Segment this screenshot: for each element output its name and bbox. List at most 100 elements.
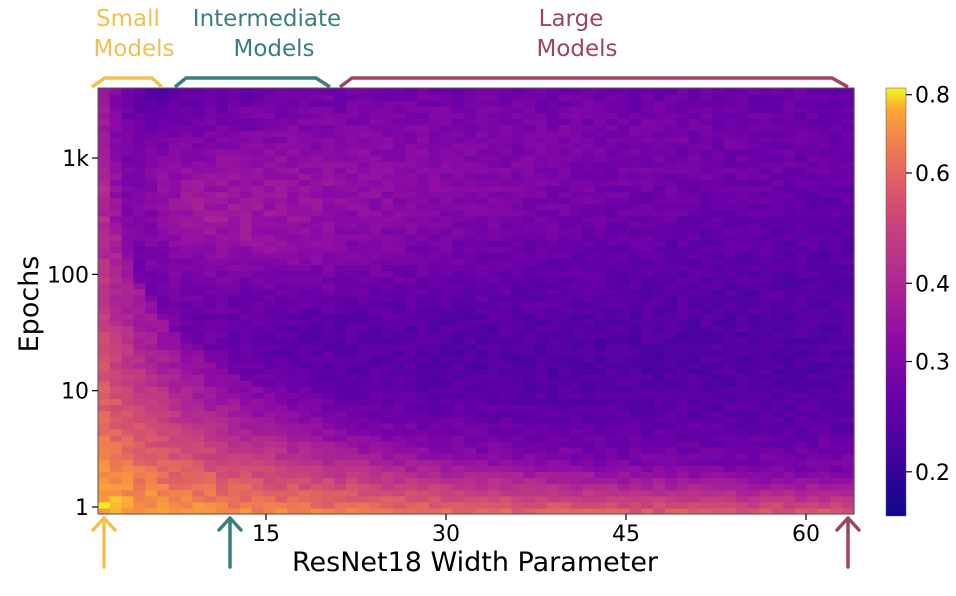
heatmap-cell xyxy=(724,246,737,253)
heatmap-cell xyxy=(109,94,123,101)
heatmap-cell xyxy=(440,477,453,485)
heatmap-cell xyxy=(487,307,501,314)
heatmap-cell xyxy=(558,501,572,509)
heatmap-cell xyxy=(653,495,666,503)
heatmap-cell xyxy=(641,240,654,247)
heatmap-cell xyxy=(239,136,253,144)
heatmap-cell xyxy=(688,106,702,113)
heatmap-cell xyxy=(783,434,796,442)
heatmap-cell xyxy=(476,215,489,223)
heatmap-cell xyxy=(334,422,347,430)
heatmap-cell xyxy=(393,258,406,266)
heatmap-cell xyxy=(605,112,619,120)
heatmap-cell xyxy=(145,154,158,162)
heatmap-cell xyxy=(263,173,276,180)
heatmap-cell xyxy=(582,215,595,223)
heatmap-cell xyxy=(381,167,394,174)
heatmap-cell xyxy=(121,319,135,326)
heatmap-cell xyxy=(783,88,796,95)
heatmap-cell xyxy=(109,227,123,235)
heatmap-cell xyxy=(109,422,123,430)
heatmap-cell xyxy=(570,203,583,211)
heatmap-cell xyxy=(830,440,843,448)
heatmap-cell xyxy=(747,428,761,436)
heatmap-cell xyxy=(771,331,784,339)
heatmap-cell xyxy=(783,355,796,363)
heatmap-cell xyxy=(393,130,406,138)
heatmap-cell xyxy=(499,392,513,399)
heatmap-cell xyxy=(629,179,642,186)
heatmap-cell xyxy=(216,507,229,515)
heatmap-cell xyxy=(334,459,347,466)
heatmap-cell xyxy=(794,288,808,296)
heatmap-cell xyxy=(700,264,713,272)
heatmap-cell xyxy=(310,325,324,333)
heatmap-cell xyxy=(133,392,146,399)
heatmap-cell xyxy=(594,276,607,284)
heatmap-cell xyxy=(653,191,666,199)
heatmap-cell xyxy=(617,246,631,253)
heatmap-cell xyxy=(830,173,843,180)
heatmap-cell xyxy=(227,88,241,95)
heatmap-cell xyxy=(806,100,820,107)
heatmap-cell xyxy=(818,392,831,399)
heatmap-cell xyxy=(511,215,524,223)
heatmap-cell xyxy=(665,410,678,418)
heatmap-cell xyxy=(180,331,194,339)
heatmap-cell xyxy=(771,240,784,247)
heatmap-cell xyxy=(440,191,453,199)
heatmap-cell xyxy=(688,185,702,193)
heatmap-cell xyxy=(428,380,442,387)
heatmap-cell xyxy=(381,483,394,491)
heatmap-cell xyxy=(629,282,642,290)
heatmap-cell xyxy=(771,355,784,363)
heatmap-cell xyxy=(771,392,784,399)
heatmap-cell xyxy=(251,106,264,113)
heatmap-cell xyxy=(251,294,264,302)
heatmap-cell xyxy=(842,410,855,418)
heatmap-cell xyxy=(700,349,713,357)
heatmap-cell xyxy=(842,361,855,369)
heatmap-cell xyxy=(334,215,347,223)
heatmap-cell xyxy=(546,288,560,296)
heatmap-cell xyxy=(251,203,264,211)
heatmap-cell xyxy=(806,495,820,503)
heatmap-cell xyxy=(712,337,725,345)
heatmap-cell xyxy=(676,112,690,120)
heatmap-cell xyxy=(582,264,595,272)
heatmap-cell xyxy=(842,440,855,448)
heatmap-cell xyxy=(322,173,335,180)
heatmap-cell xyxy=(216,489,229,497)
heatmap-cell xyxy=(712,252,725,259)
heatmap-cell xyxy=(239,428,253,436)
heatmap-cell xyxy=(783,288,796,296)
heatmap-cell xyxy=(157,301,170,308)
heatmap-cell xyxy=(771,404,784,412)
heatmap-cell xyxy=(180,264,194,272)
heatmap-cell xyxy=(357,501,371,509)
heatmap-cell xyxy=(168,447,182,454)
heatmap-cell xyxy=(369,398,383,406)
heatmap-cell xyxy=(263,167,276,174)
heatmap-cell xyxy=(121,301,135,308)
heatmap-cell xyxy=(570,270,583,278)
heatmap-cell xyxy=(605,88,619,95)
heatmap-cell xyxy=(121,337,135,345)
heatmap-cell xyxy=(357,209,371,217)
heatmap-cell xyxy=(499,483,513,491)
heatmap-cell xyxy=(334,234,347,241)
heatmap-cell xyxy=(653,337,666,345)
heatmap-cell xyxy=(676,410,690,418)
heatmap-cell xyxy=(783,100,796,107)
heatmap-cell xyxy=(168,136,182,144)
heatmap-cell xyxy=(535,179,548,186)
heatmap-cell xyxy=(322,331,335,339)
heatmap-cell xyxy=(546,185,560,193)
heatmap-cell xyxy=(546,325,560,333)
heatmap-cell xyxy=(783,276,796,284)
heatmap-cell xyxy=(452,398,465,406)
heatmap-cell xyxy=(133,234,146,241)
heatmap-cell xyxy=(239,507,253,515)
heatmap-cell xyxy=(133,142,146,150)
heatmap-cell xyxy=(794,307,808,314)
